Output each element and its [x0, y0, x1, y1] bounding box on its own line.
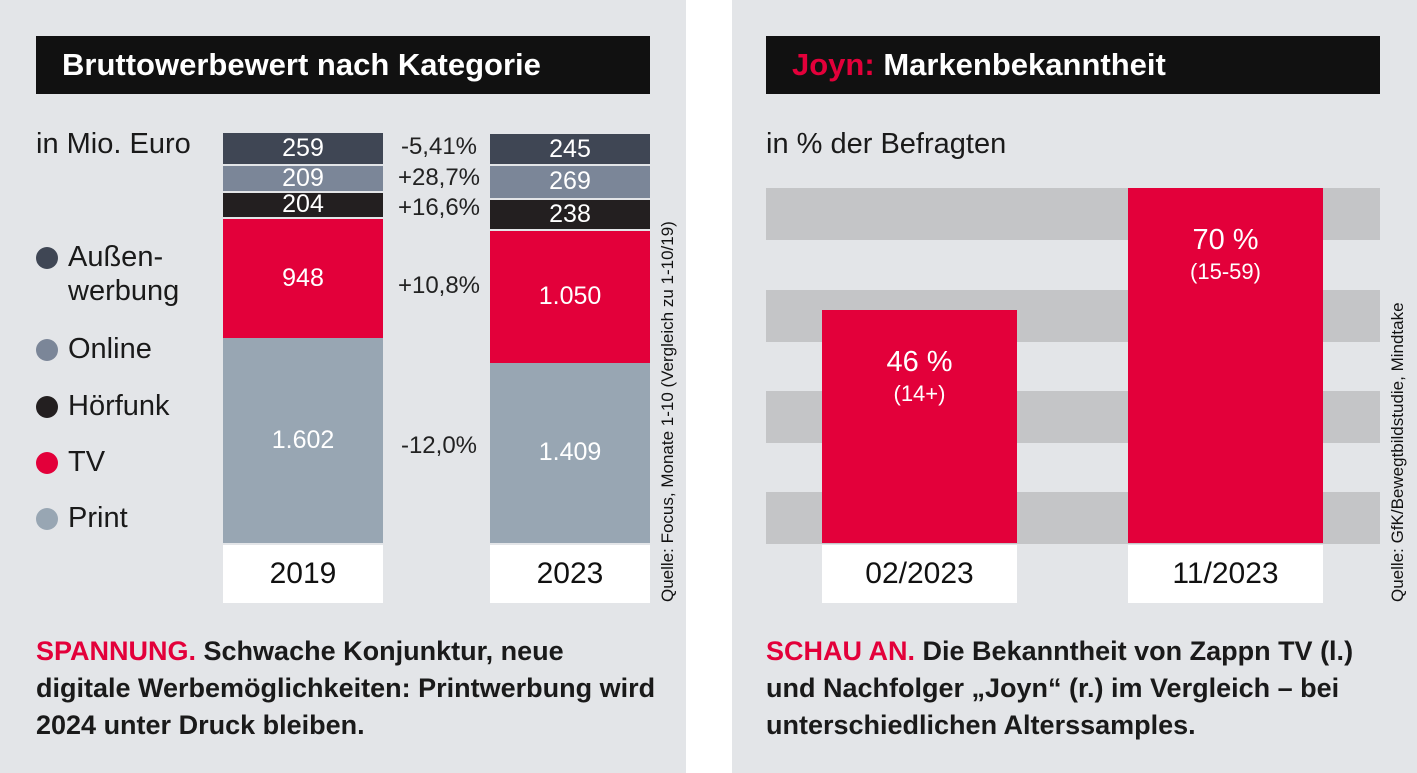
- legend-label-aussenwerbung: Außen- werbung: [68, 240, 179, 308]
- legend-label-hoerfunk: Hörfunk: [68, 390, 170, 422]
- legend-dot-print: [36, 508, 58, 530]
- legend-dot-online: [36, 339, 58, 361]
- legend-label-tv: TV: [68, 446, 106, 478]
- bar-sample-label: (15-59): [1190, 259, 1261, 284]
- legend-dot-aussenwerbung: [36, 247, 58, 269]
- legend-item-print: Print: [36, 501, 128, 535]
- bar-02-2023: 46 % (14+): [822, 309, 1017, 543]
- legend-dot-hoerfunk: [36, 396, 58, 418]
- legend-item-hoerfunk: Hörfunk: [36, 389, 170, 423]
- bar-segment-außenwerbung-2019: 259: [223, 131, 383, 165]
- bar-segment-tv-2023: 1.050: [490, 228, 650, 363]
- change-label-online: +28,7%: [397, 164, 481, 192]
- left-caption-lead: SPANNUNG.: [36, 636, 197, 666]
- left-unit-label: in Mio. Euro: [36, 128, 191, 160]
- bar-11-2023: 70 % (15-59): [1128, 188, 1323, 543]
- date-label-02-2023: 02/2023: [822, 545, 1017, 603]
- right-unit-label: in % der Befragten: [766, 128, 1007, 160]
- bar-segment-hörfunk-2019: 204: [223, 190, 383, 218]
- change-label-print: -12,0%: [400, 431, 478, 459]
- bar-sample-label: (14+): [893, 380, 946, 406]
- right-panel: Joyn: Markenbekanntheit in % der Befragt…: [732, 0, 1417, 773]
- date-label-11-2023: 11/2023: [1128, 545, 1323, 603]
- bar-segment-hörfunk-2023: 238: [490, 198, 650, 229]
- bar-segment-außenwerbung-2023: 245: [490, 132, 650, 164]
- legend-label-line2: werbung: [68, 275, 180, 307]
- bar-segment-online-2019: 209: [223, 164, 383, 192]
- legend-item-online: Online: [36, 332, 152, 366]
- left-caption-text: Schwache Konjunktur, neue digitale Werbe…: [36, 636, 656, 740]
- bar-segment-online-2023: 269: [490, 163, 650, 199]
- year-label-2023: 2023: [490, 545, 650, 603]
- bar-value-label: 46 %: [886, 345, 953, 378]
- bar-value-label: 70 %: [1192, 224, 1259, 256]
- change-label-außenwerbung: -5,41%: [400, 132, 478, 160]
- change-label-hörfunk: +16,6%: [397, 193, 481, 221]
- legend-label-print: Print: [68, 502, 128, 534]
- left-panel: Bruttowerbewert nach Kategorie in Mio. E…: [0, 0, 686, 773]
- right-caption-text: Die Bekanntheit von Zappn TV (l.) und Na…: [766, 636, 1354, 740]
- legend-label-line1: Außen-: [68, 241, 164, 273]
- year-label-2019: 2019: [223, 545, 383, 603]
- right-caption: SCHAU AN. Die Bekanntheit von Zappn TV (…: [766, 633, 1391, 744]
- right-chart-title: Joyn: Markenbekanntheit: [766, 36, 1380, 94]
- legend-dot-tv: [36, 452, 58, 474]
- bar-segment-print-2023: 1.409: [490, 362, 650, 543]
- right-caption-lead: SCHAU AN.: [766, 636, 916, 666]
- left-source: Quelle: Focus, Monate 1-10 (Vergleich zu…: [658, 221, 677, 602]
- right-source: Quelle: GfK/Bewegtbildstudie, Mindtake: [1388, 302, 1407, 602]
- bar-segment-tv-2019: 948: [223, 216, 383, 339]
- legend-item-tv: TV: [36, 445, 105, 479]
- bar-segment-print-2019: 1.602: [223, 338, 383, 543]
- right-title-text: Markenbekanntheit: [883, 47, 1166, 82]
- right-title-accent: Joyn:: [792, 47, 875, 82]
- left-chart-title: Bruttowerbewert nach Kategorie: [36, 36, 650, 94]
- legend-label-online: Online: [68, 333, 152, 365]
- left-title-text: Bruttowerbewert nach Kategorie: [62, 47, 541, 82]
- left-caption: SPANNUNG. Schwache Konjunktur, neue digi…: [36, 633, 661, 744]
- legend-item-aussenwerbung: Außen- werbung: [36, 240, 179, 308]
- change-label-tv: +10,8%: [397, 271, 481, 299]
